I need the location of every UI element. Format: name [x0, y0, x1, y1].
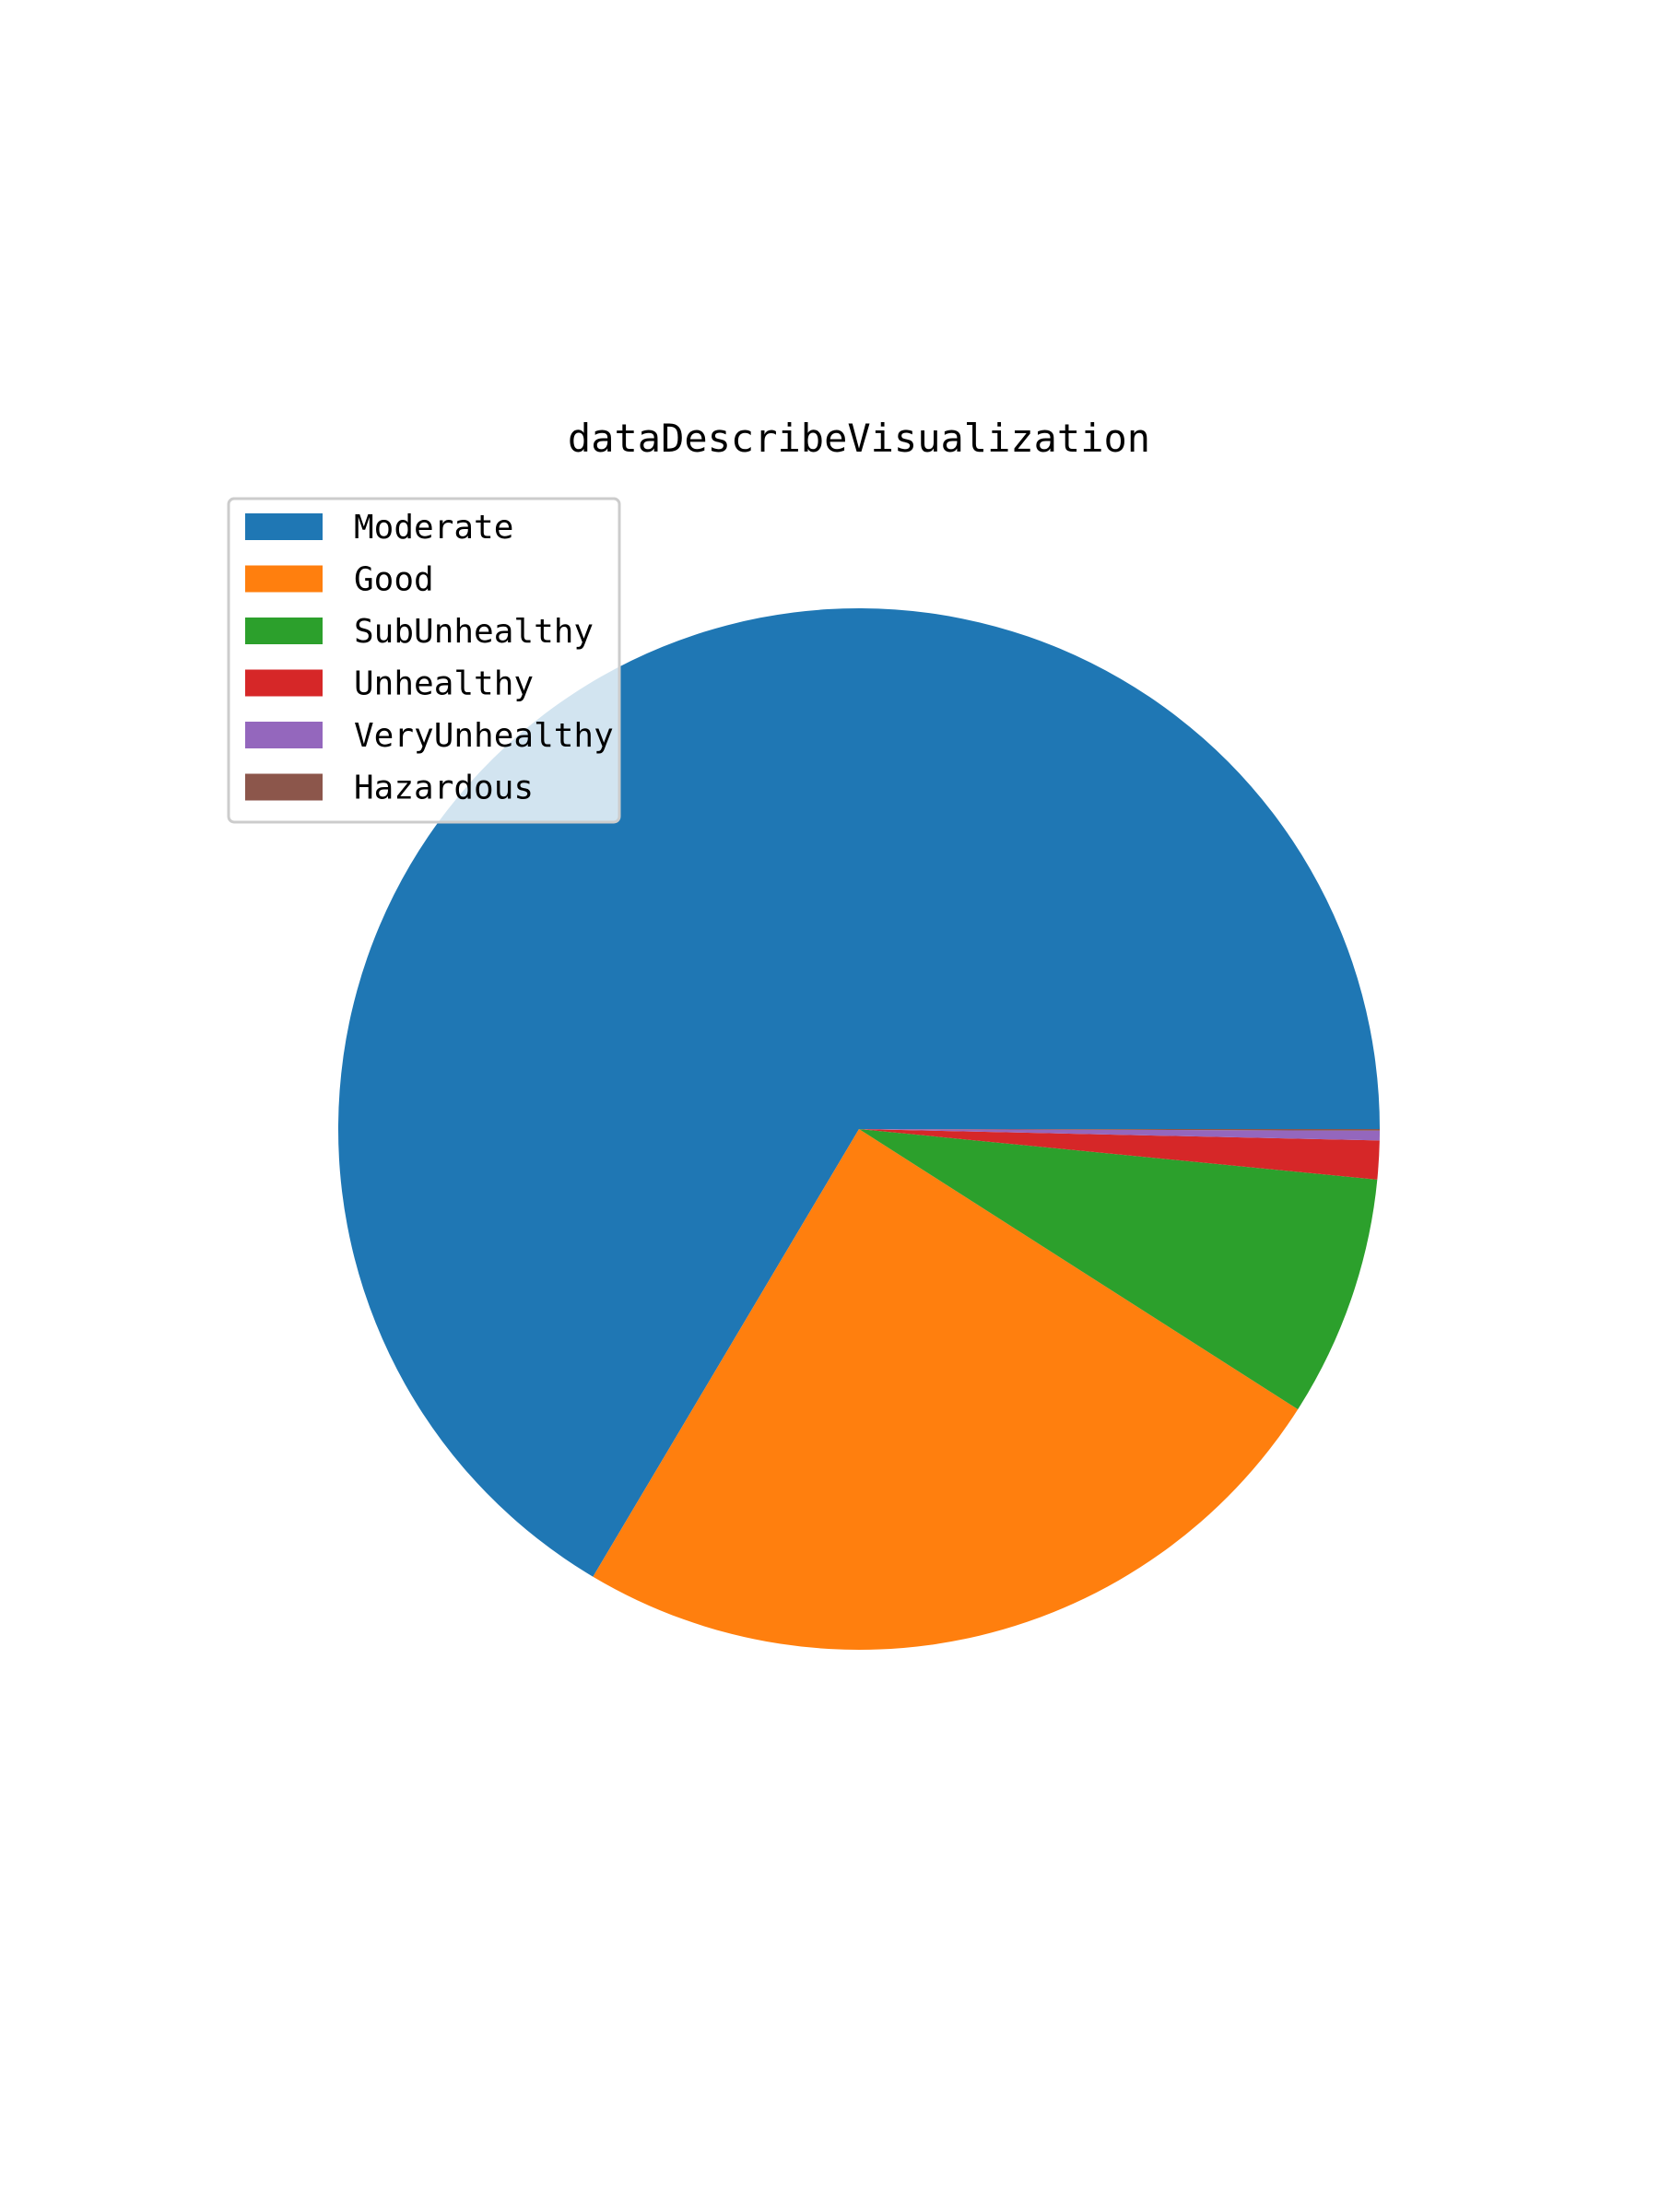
- legend-swatch-hazardous: [245, 773, 323, 801]
- legend-swatch-moderate: [245, 513, 323, 540]
- pie-slice-good: [593, 1129, 1299, 1650]
- legend-swatch-unhealthy: [245, 669, 323, 697]
- legend-swatch-veryunhealthy: [245, 722, 323, 748]
- chart-title: dataDescribeVisualization: [568, 416, 1150, 461]
- legend-swatch-good: [245, 565, 323, 593]
- pie-slice-unhealthy: [859, 1129, 1380, 1180]
- legend: Moderate Good SubUnhealthy Unhealthy VeryUnh…: [227, 497, 621, 824]
- legend-label-subunhealthy: SubUnhealthy: [354, 613, 594, 651]
- legend-label-unhealthy: Unhealthy: [354, 665, 534, 703]
- legend-label-hazardous: Hazardous: [354, 770, 534, 807]
- legend-label-good: Good: [354, 561, 434, 599]
- legend-frame: [227, 497, 621, 824]
- pie-slice-veryunhealthy: [859, 1129, 1380, 1141]
- pie-slice-subunhealthy: [859, 1129, 1378, 1410]
- pie-slice-moderate: [338, 608, 1380, 1577]
- pie-slice-hazardous: [859, 1129, 1381, 1131]
- legend-items: Moderate Good SubUnhealthy Unhealthy VeryUnh…: [245, 509, 614, 807]
- legend-label-veryunhealthy: VeryUnhealthy: [354, 717, 614, 755]
- legend-swatch-subunhealthy: [245, 618, 323, 644]
- pie-slices: [338, 608, 1381, 1650]
- legend-label-moderate: Moderate: [354, 509, 513, 547]
